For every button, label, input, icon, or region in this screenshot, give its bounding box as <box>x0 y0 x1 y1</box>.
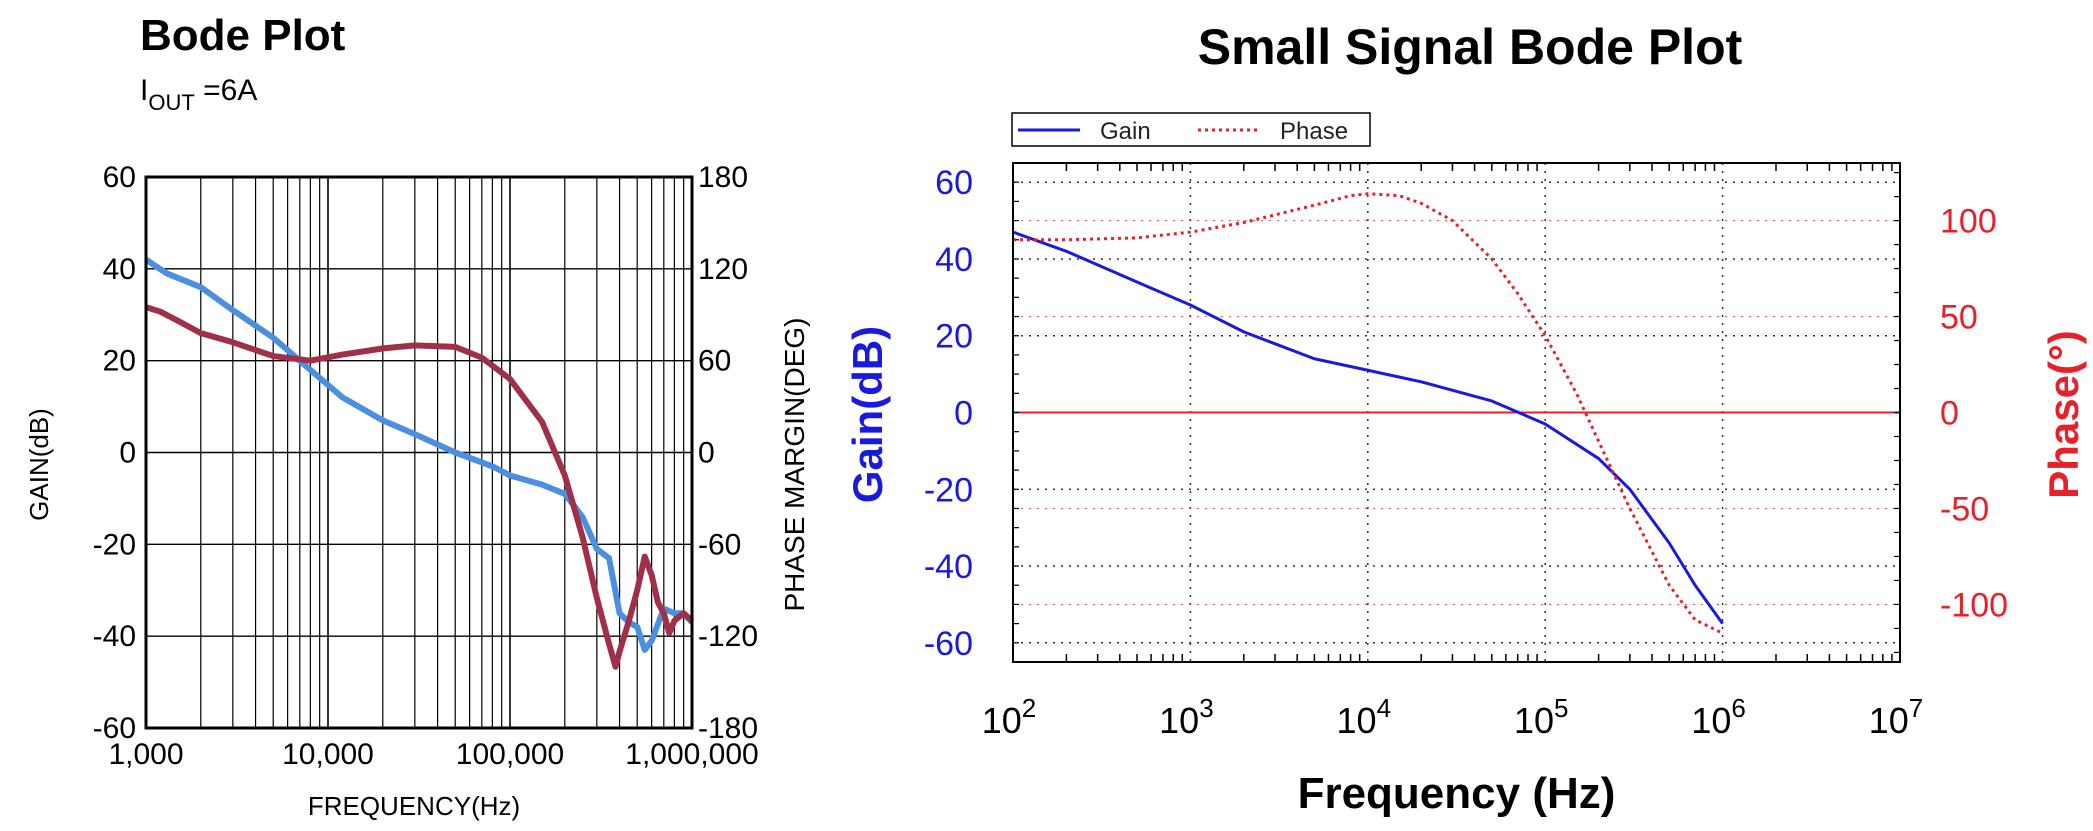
right-x-tick-base: 10 <box>982 700 1022 741</box>
left-gain-line <box>144 257 695 653</box>
right-x-tick-label: 107 <box>1869 693 1924 741</box>
right-y2-tick-label: -50 <box>1940 490 1989 528</box>
left-subtitle-main: I <box>140 74 148 107</box>
right-y2-tick-label: 0 <box>1940 395 1959 433</box>
left-y-tick-label: -40 <box>93 620 136 653</box>
left-x-tick-label: 1,000,000 <box>625 738 758 771</box>
left-chart-subtitle: IOUT =6A <box>140 74 257 115</box>
left-y2-tick-label: 0 <box>698 437 715 470</box>
left-x-tick-label: 1,000 <box>108 738 183 771</box>
right-x-tick-exp: 2 <box>1022 693 1036 723</box>
right-x-tick-exp: 3 <box>1199 693 1213 723</box>
right-x-tick-base: 10 <box>1514 700 1554 741</box>
left-phase-line <box>145 304 695 670</box>
left-subtitle-sub: OUT <box>148 90 194 115</box>
right-x-tick-label: 102 <box>982 693 1037 741</box>
right-y-tick-label: 40 <box>935 241 973 279</box>
left-x-tick-label: 100,000 <box>456 738 564 771</box>
left-y2-tick-label: 60 <box>698 345 731 378</box>
legend-gain-label: Gain <box>1100 118 1151 145</box>
left-y2-tick-label: 120 <box>698 253 748 286</box>
right-y2-tick-label: 50 <box>1940 299 1978 337</box>
left-y-tick-label: 20 <box>103 345 136 378</box>
left-y-tick-label: 0 <box>119 437 136 470</box>
right-y-tick-label: -60 <box>924 625 973 663</box>
left-tick-labels: 6040200-20-40-60180120600-60-120-1801,00… <box>93 161 759 771</box>
left-y2-axis-label: PHASE MARGIN(DEG) <box>779 317 810 611</box>
right-phase-line <box>1013 192 1724 635</box>
right-y2-tick-label: -100 <box>1940 586 2008 624</box>
right-x-tick-label: 106 <box>1691 693 1746 741</box>
left-y2-tick-label: -120 <box>698 620 758 653</box>
right-y-tick-label: -20 <box>924 471 973 509</box>
right-y-tick-label: 20 <box>935 318 973 356</box>
right-y2-tick-label: 100 <box>1940 203 1997 241</box>
right-chart-title: Small Signal Bode Plot <box>1198 19 1743 75</box>
left-y-tick-label: 60 <box>103 161 136 194</box>
left-y2-tick-label: 180 <box>698 161 748 194</box>
right-bode-chart: Small Signal Bode Plot Gain Phase 604020… <box>844 19 2087 818</box>
left-subtitle-rest: =6A <box>195 74 258 107</box>
right-y2-axis-label: Phase(°) <box>2040 330 2087 499</box>
right-x-tick-label: 105 <box>1514 693 1569 741</box>
right-grid <box>1013 163 1900 662</box>
right-x-tick-base: 10 <box>1869 700 1909 741</box>
right-x-tick-label: 104 <box>1337 693 1392 741</box>
left-y2-tick-label: -60 <box>698 528 741 561</box>
left-chart-title: Bode Plot <box>140 11 346 60</box>
right-y-tick-label: -40 <box>924 548 973 586</box>
left-series <box>144 257 695 670</box>
right-x-tick-base: 10 <box>1691 700 1731 741</box>
left-y-tick-label: 40 <box>103 253 136 286</box>
left-y2-tick-label: -180 <box>698 712 758 745</box>
right-gain-line <box>1012 230 1724 625</box>
left-bode-chart: Bode Plot IOUT =6A 60 40 20 0 -20 -40 -60 180 12… <box>24 11 810 821</box>
right-x-tick-exp: 4 <box>1377 693 1391 723</box>
right-x-tick-exp: 6 <box>1731 693 1745 723</box>
left-x-tick-label: 10,000 <box>282 738 374 771</box>
right-x-tick-exp: 7 <box>1909 693 1923 723</box>
right-x-axis-label: Frequency (Hz) <box>1298 769 1616 818</box>
right-legend: Gain Phase <box>1011 112 1371 147</box>
right-y-axis-label: Gain(dB) <box>844 326 891 503</box>
left-y-tick-label: -60 <box>93 712 136 745</box>
right-x-tick-label: 103 <box>1159 693 1214 741</box>
right-x-tick-base: 10 <box>1159 700 1199 741</box>
left-plot-frame <box>144 175 694 730</box>
right-plot-frame <box>1012 162 1901 663</box>
left-y-axis-label: GAIN(dB) <box>24 408 54 521</box>
right-x-tick-base: 10 <box>1337 700 1377 741</box>
right-series <box>1012 192 1724 635</box>
left-x-axis-label: FREQUENCY(Hz) <box>308 791 520 821</box>
right-x-tick-exp: 5 <box>1554 693 1568 723</box>
left-y-tick-label: -20 <box>93 528 136 561</box>
legend-phase-label: Phase <box>1280 118 1348 145</box>
right-y-tick-label: 0 <box>954 395 973 433</box>
right-y-tick-label: 60 <box>935 164 973 202</box>
